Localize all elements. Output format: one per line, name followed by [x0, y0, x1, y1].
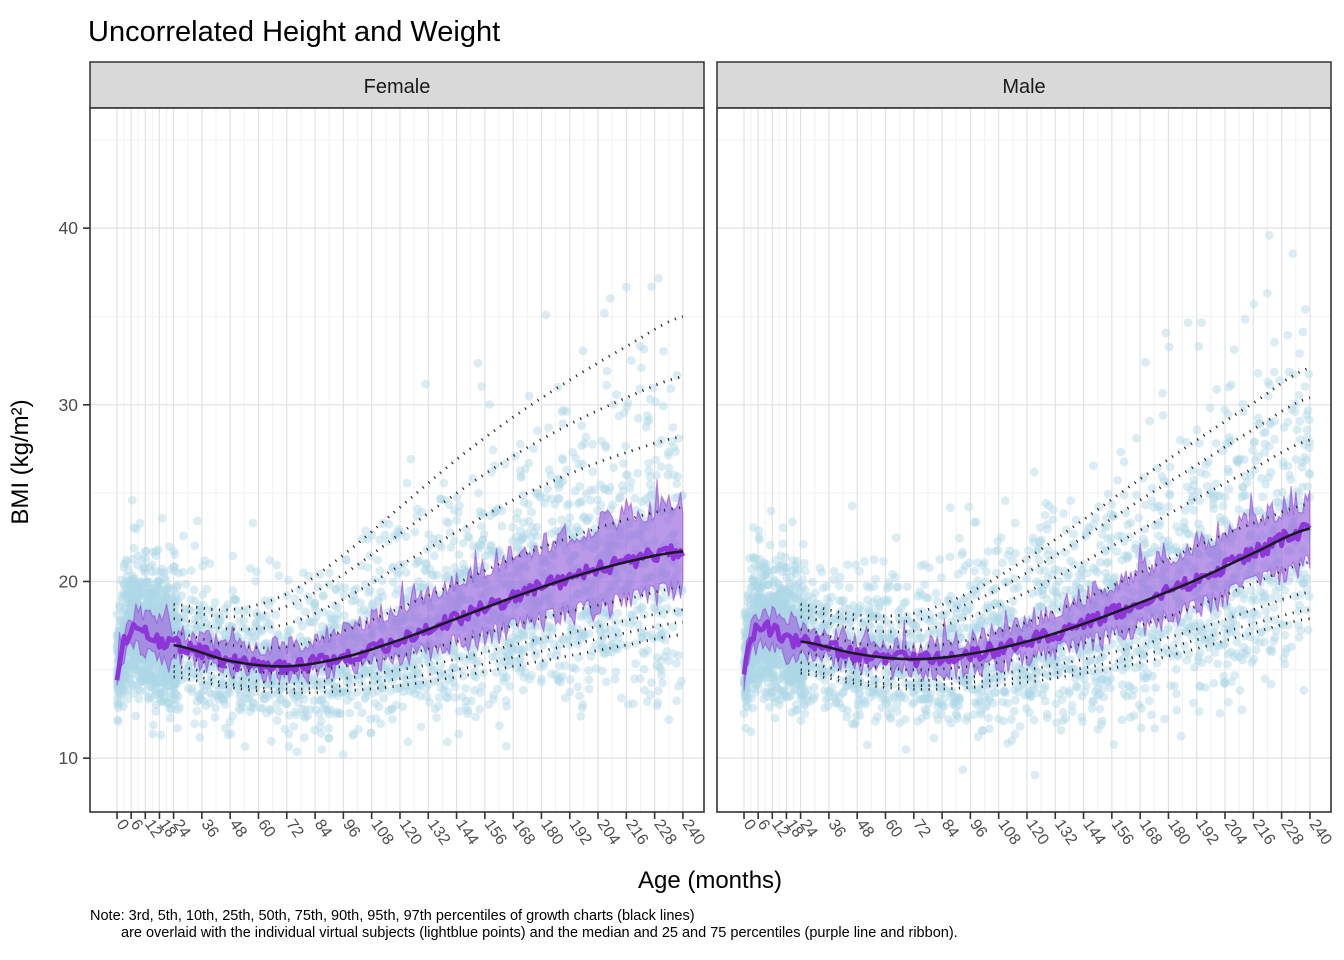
x-axis-title: Age (months) [638, 867, 782, 894]
x-tick-label: 132 [1051, 817, 1080, 849]
x-tick-label: 204 [594, 817, 623, 849]
panel-border [716, 107, 1332, 813]
x-tick-label: 216 [1249, 817, 1278, 849]
x-tick-label: 120 [1023, 817, 1052, 849]
strip-rect-male [716, 61, 1332, 109]
iqr-ribbon [743, 485, 1311, 692]
x-tick-label: 144 [1079, 817, 1108, 849]
x-tick-label: 84 [938, 817, 962, 841]
grid-layer [717, 108, 1331, 812]
x-tick-label: 180 [537, 817, 566, 849]
x-tick-label: 240 [679, 817, 708, 849]
x-tick-label: 96 [966, 817, 990, 841]
x-tick-label: 168 [509, 817, 538, 849]
x-tick-label: 168 [1136, 817, 1165, 849]
y-tick-label: 10 [59, 748, 79, 768]
x-tick-label: 156 [481, 817, 510, 849]
facet-panel-male [716, 107, 1332, 813]
strip-label-male: Male [1002, 76, 1045, 98]
facet-strip-male: Male [716, 61, 1332, 109]
p50-line [800, 527, 1311, 661]
x-tick-label: 72 [282, 817, 306, 841]
x-tick-label: 36 [198, 817, 222, 841]
x-tick-label: 96 [339, 817, 363, 841]
x-tick-label: 108 [994, 817, 1023, 849]
facet-strip-female: Female [89, 61, 705, 109]
x-tick-label: 60 [254, 817, 278, 841]
x-tick-label: 228 [650, 817, 679, 849]
x-tick-label: 216 [622, 817, 651, 849]
x-tick-label: 180 [1164, 817, 1193, 849]
growth-chart-lines [800, 366, 1311, 691]
note-line-1: Note: 3rd, 5th, 10th, 25th, 50th, 75th, … [90, 908, 695, 924]
panel-background [90, 108, 704, 812]
x-tick-label: 156 [1108, 817, 1137, 849]
x-tick-label: 204 [1221, 817, 1250, 849]
grid-layer [90, 108, 704, 812]
x-tick-label: 60 [881, 817, 905, 841]
x-tick-label: 24 [169, 817, 193, 841]
x-tick-label: 192 [1192, 817, 1221, 849]
y-tick-label: 30 [59, 395, 79, 415]
panel-background [717, 108, 1331, 812]
x-tick-label: 24 [796, 817, 820, 841]
chart-title: Uncorrelated Height and Weight [88, 16, 500, 48]
panel-border [89, 107, 705, 813]
growth-chart-lines [173, 315, 684, 695]
median-line [741, 522, 1312, 675]
y-tick-label: 20 [59, 571, 79, 591]
x-tick-label: 72 [909, 817, 933, 841]
y-axis-title: BMI (kg/m²) [7, 399, 34, 524]
x-tick-label: 120 [396, 817, 425, 849]
x-tick-label: 48 [226, 817, 250, 841]
y-tick-label: 40 [59, 218, 79, 238]
x-tick-label: 36 [825, 817, 849, 841]
x-tick-label: 84 [311, 817, 335, 841]
strip-label-female: Female [364, 76, 431, 98]
p50-line [173, 550, 684, 668]
x-tick-label: 108 [367, 817, 396, 849]
x-tick-label: 48 [853, 817, 877, 841]
strip-rect-female [89, 61, 705, 109]
y-axis: 10 20 30 40 [59, 218, 90, 768]
x-tick-label: 240 [1306, 817, 1335, 849]
facet-panel-female [89, 107, 705, 813]
x-tick-label: 132 [424, 817, 453, 849]
x-tick-label: 192 [565, 817, 594, 849]
note-line-2: are overlaid with the individual virtual… [121, 925, 958, 941]
x-tick-label: 228 [1277, 817, 1306, 849]
x-tick-label: 144 [452, 817, 481, 849]
